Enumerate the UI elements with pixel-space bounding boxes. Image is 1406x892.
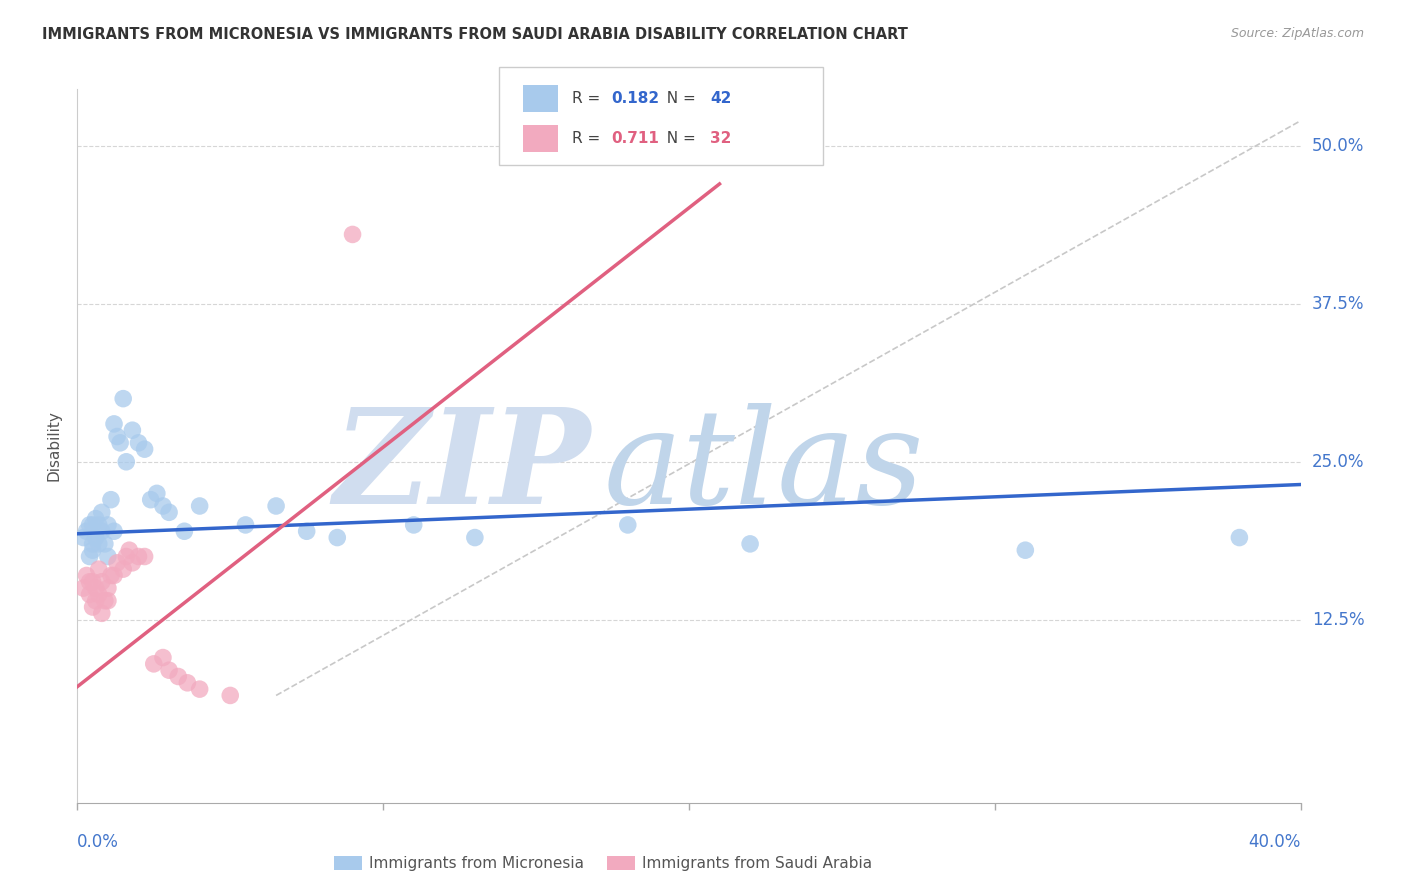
Point xyxy=(84,511,107,525)
Point xyxy=(176,675,198,690)
Point xyxy=(84,581,107,595)
Point xyxy=(90,574,112,589)
Point xyxy=(94,593,117,607)
Text: 40.0%: 40.0% xyxy=(1249,833,1301,851)
Point xyxy=(326,531,349,545)
Point xyxy=(82,537,104,551)
Text: 0.0%: 0.0% xyxy=(77,833,120,851)
Point xyxy=(118,543,141,558)
Text: N =: N = xyxy=(657,131,700,145)
Text: 0.182: 0.182 xyxy=(612,91,659,105)
Point xyxy=(87,562,110,576)
Point xyxy=(115,549,138,564)
Text: 42: 42 xyxy=(710,91,731,105)
Point xyxy=(152,499,174,513)
Point xyxy=(76,524,98,539)
Text: 50.0%: 50.0% xyxy=(1312,137,1364,155)
Point xyxy=(79,574,101,589)
Point xyxy=(402,517,425,532)
Text: 32: 32 xyxy=(710,131,731,145)
Point xyxy=(157,505,180,519)
Text: 25.0%: 25.0% xyxy=(1312,453,1364,471)
Point xyxy=(82,574,104,589)
Point xyxy=(87,537,110,551)
Point xyxy=(103,568,125,582)
Point xyxy=(87,517,110,532)
Point xyxy=(464,531,486,545)
Text: N =: N = xyxy=(657,91,700,105)
Point xyxy=(121,556,143,570)
Point xyxy=(97,549,120,564)
Point xyxy=(103,417,125,431)
Point xyxy=(72,581,94,595)
Point xyxy=(1229,531,1251,545)
Text: 12.5%: 12.5% xyxy=(1312,611,1364,629)
Point xyxy=(146,486,169,500)
Text: atlas: atlas xyxy=(603,403,924,532)
Point xyxy=(97,517,120,532)
Text: Source: ZipAtlas.com: Source: ZipAtlas.com xyxy=(1230,27,1364,40)
Point xyxy=(127,435,149,450)
Point xyxy=(342,227,364,242)
Point xyxy=(142,657,165,671)
Text: R =: R = xyxy=(572,131,606,145)
Text: ZIP: ZIP xyxy=(333,403,591,532)
Text: 0.711: 0.711 xyxy=(612,131,659,145)
Point xyxy=(617,517,640,532)
Point xyxy=(108,435,131,450)
Point xyxy=(188,499,211,513)
Point xyxy=(79,517,101,532)
Point xyxy=(295,524,318,539)
Point xyxy=(79,587,101,601)
Point xyxy=(235,517,257,532)
Point xyxy=(188,682,211,697)
Point xyxy=(84,531,107,545)
Point xyxy=(90,505,112,519)
Y-axis label: Disability: Disability xyxy=(46,410,62,482)
Text: R =: R = xyxy=(572,91,606,105)
Point xyxy=(134,442,156,457)
Point xyxy=(139,492,162,507)
Point xyxy=(100,568,122,582)
Point xyxy=(157,663,180,677)
Point xyxy=(103,524,125,539)
Legend: Immigrants from Micronesia, Immigrants from Saudi Arabia: Immigrants from Micronesia, Immigrants f… xyxy=(328,850,879,877)
Point xyxy=(152,650,174,665)
Point xyxy=(97,593,120,607)
Point xyxy=(82,543,104,558)
Point xyxy=(740,537,762,551)
Point xyxy=(82,600,104,615)
Point xyxy=(72,531,94,545)
Point xyxy=(112,562,135,576)
Text: IMMIGRANTS FROM MICRONESIA VS IMMIGRANTS FROM SAUDI ARABIA DISABILITY CORRELATIO: IMMIGRANTS FROM MICRONESIA VS IMMIGRANTS… xyxy=(42,27,908,42)
Point xyxy=(82,517,104,532)
Point xyxy=(79,549,101,564)
Point xyxy=(76,568,98,582)
Point xyxy=(105,429,128,443)
Point xyxy=(94,537,117,551)
Point xyxy=(112,392,135,406)
Point xyxy=(127,549,149,564)
Point xyxy=(1014,543,1036,558)
Point xyxy=(90,524,112,539)
Text: 37.5%: 37.5% xyxy=(1312,295,1364,313)
Point xyxy=(105,556,128,570)
Point xyxy=(100,492,122,507)
Point xyxy=(121,423,143,437)
Point xyxy=(90,607,112,621)
Point xyxy=(173,524,195,539)
Point xyxy=(87,587,110,601)
Point xyxy=(264,499,287,513)
Point xyxy=(84,593,107,607)
Point xyxy=(167,669,190,683)
Point xyxy=(97,581,120,595)
Point xyxy=(219,689,242,703)
Point xyxy=(115,455,138,469)
Point xyxy=(134,549,156,564)
